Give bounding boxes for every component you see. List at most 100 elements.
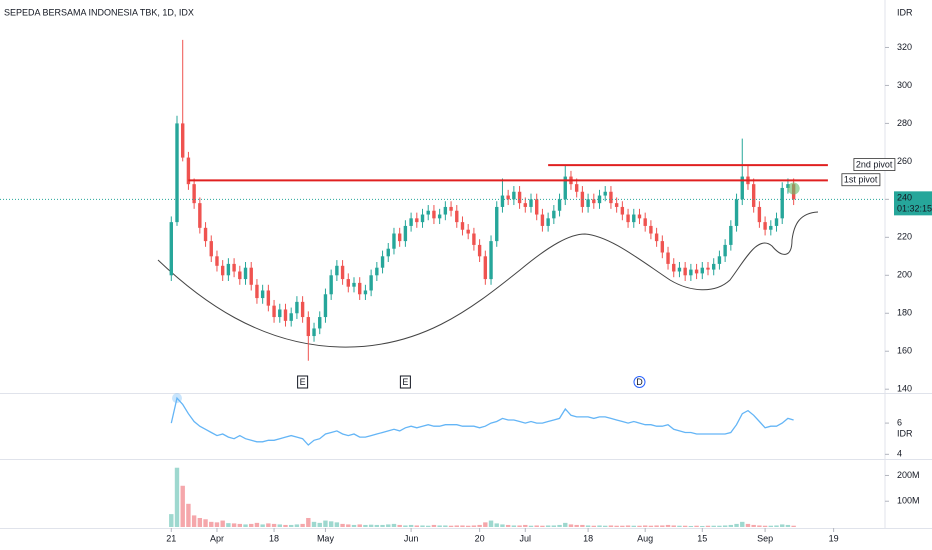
- volume-bar: [311, 521, 317, 527]
- volume-bar: [551, 525, 557, 527]
- volume-bar: [300, 523, 305, 527]
- candle-body: [340, 265, 345, 280]
- event-marker: [297, 375, 309, 389]
- candle-body: [375, 267, 379, 276]
- volume-bar: [660, 525, 665, 527]
- volume-bar: [722, 525, 728, 527]
- volume-bar: [768, 525, 774, 527]
- candle-body: [706, 267, 710, 270]
- candle-body: [181, 123, 185, 158]
- volume-bar: [334, 522, 340, 527]
- volume-bar: [443, 525, 448, 527]
- candle-body: [523, 203, 527, 207]
- volume-bar: [357, 524, 362, 527]
- volume-bar: [523, 524, 528, 527]
- candle-body: [586, 199, 590, 207]
- event-label: E: [402, 377, 408, 387]
- volume-bar: [568, 524, 574, 527]
- volume-bar: [740, 521, 745, 527]
- volume-bar: [226, 523, 231, 527]
- candle-body: [437, 214, 442, 219]
- candle-body: [175, 123, 179, 223]
- candle-body: [672, 263, 676, 272]
- volume-bar: [397, 524, 402, 527]
- y-tick-label: 220: [897, 232, 912, 242]
- volume-bar: [237, 523, 243, 527]
- y-tick-label: 100M: [897, 496, 920, 506]
- x-tick-label: 21: [166, 533, 176, 543]
- event-label: D: [636, 377, 643, 387]
- volume-bar: [682, 525, 688, 527]
- candle-body: [751, 184, 756, 207]
- candle-body: [734, 199, 739, 226]
- candle-body: [312, 328, 316, 337]
- candle-body: [295, 301, 299, 314]
- volume-bar: [620, 525, 625, 527]
- candle-body: [774, 218, 779, 226]
- x-tick-label: Jul: [520, 533, 532, 543]
- candle-body: [443, 206, 448, 215]
- candle-body: [757, 206, 762, 223]
- y-tick-label: 320: [897, 42, 912, 52]
- candle-body: [415, 218, 419, 223]
- volume-bar: [603, 525, 608, 527]
- candle-body: [557, 199, 562, 211]
- candle-body: [489, 241, 493, 280]
- candle-body: [283, 309, 288, 321]
- last-price-dot: [787, 182, 800, 195]
- volume-bar: [260, 524, 265, 527]
- candle-body: [403, 225, 408, 242]
- volume-bar: [677, 525, 682, 527]
- candle-body: [226, 263, 231, 276]
- candle-body: [689, 269, 693, 276]
- candle-body: [637, 214, 642, 219]
- candle-body: [717, 256, 722, 264]
- x-tick-label: 19: [829, 533, 839, 543]
- event-marker: [633, 376, 646, 388]
- candle-body: [455, 210, 459, 223]
- x-tick-label: 18: [583, 533, 593, 543]
- candle-body: [477, 244, 482, 257]
- candle-body: [323, 294, 328, 318]
- candle-body: [386, 248, 390, 257]
- y-tick-label: 260: [897, 156, 912, 166]
- volume-bar: [631, 525, 636, 527]
- volume-bar: [711, 525, 716, 527]
- candle-body: [380, 256, 385, 268]
- volume-bar: [717, 525, 722, 527]
- volume-bar: [665, 524, 671, 527]
- y-tick-label: 6: [897, 417, 902, 427]
- volume-bar: [625, 525, 631, 527]
- volume-bar: [465, 525, 471, 527]
- volume-bar: [505, 524, 511, 527]
- volume-bar: [346, 524, 351, 527]
- volume-bar: [277, 524, 282, 527]
- last-price-label: 240: [897, 193, 912, 203]
- volume-bar: [614, 525, 619, 527]
- candle-body: [215, 256, 219, 266]
- candle-body: [203, 227, 208, 242]
- candle-body: [603, 191, 607, 196]
- volume-bar: [694, 525, 699, 527]
- cup-handle-drawing: [157, 211, 819, 348]
- volume-bar: [380, 524, 385, 527]
- candle-body: [352, 282, 356, 287]
- volume-bar: [266, 523, 271, 527]
- candle-body: [232, 263, 236, 272]
- candle-body: [460, 222, 465, 230]
- x-tick-label: Sep: [757, 533, 773, 543]
- candle-body: [409, 218, 413, 226]
- volume-bar: [231, 523, 237, 527]
- volume-bar: [734, 523, 739, 527]
- volume-bar: [545, 525, 551, 527]
- volume-bar: [528, 525, 534, 527]
- volume-bar: [386, 524, 391, 527]
- candle-body: [614, 203, 619, 207]
- candle-body: [597, 195, 602, 204]
- candle-body: [186, 157, 191, 185]
- candle-body: [740, 176, 744, 200]
- volume-bar: [574, 524, 579, 527]
- volume-bar: [426, 525, 431, 527]
- volume-bar: [197, 517, 203, 527]
